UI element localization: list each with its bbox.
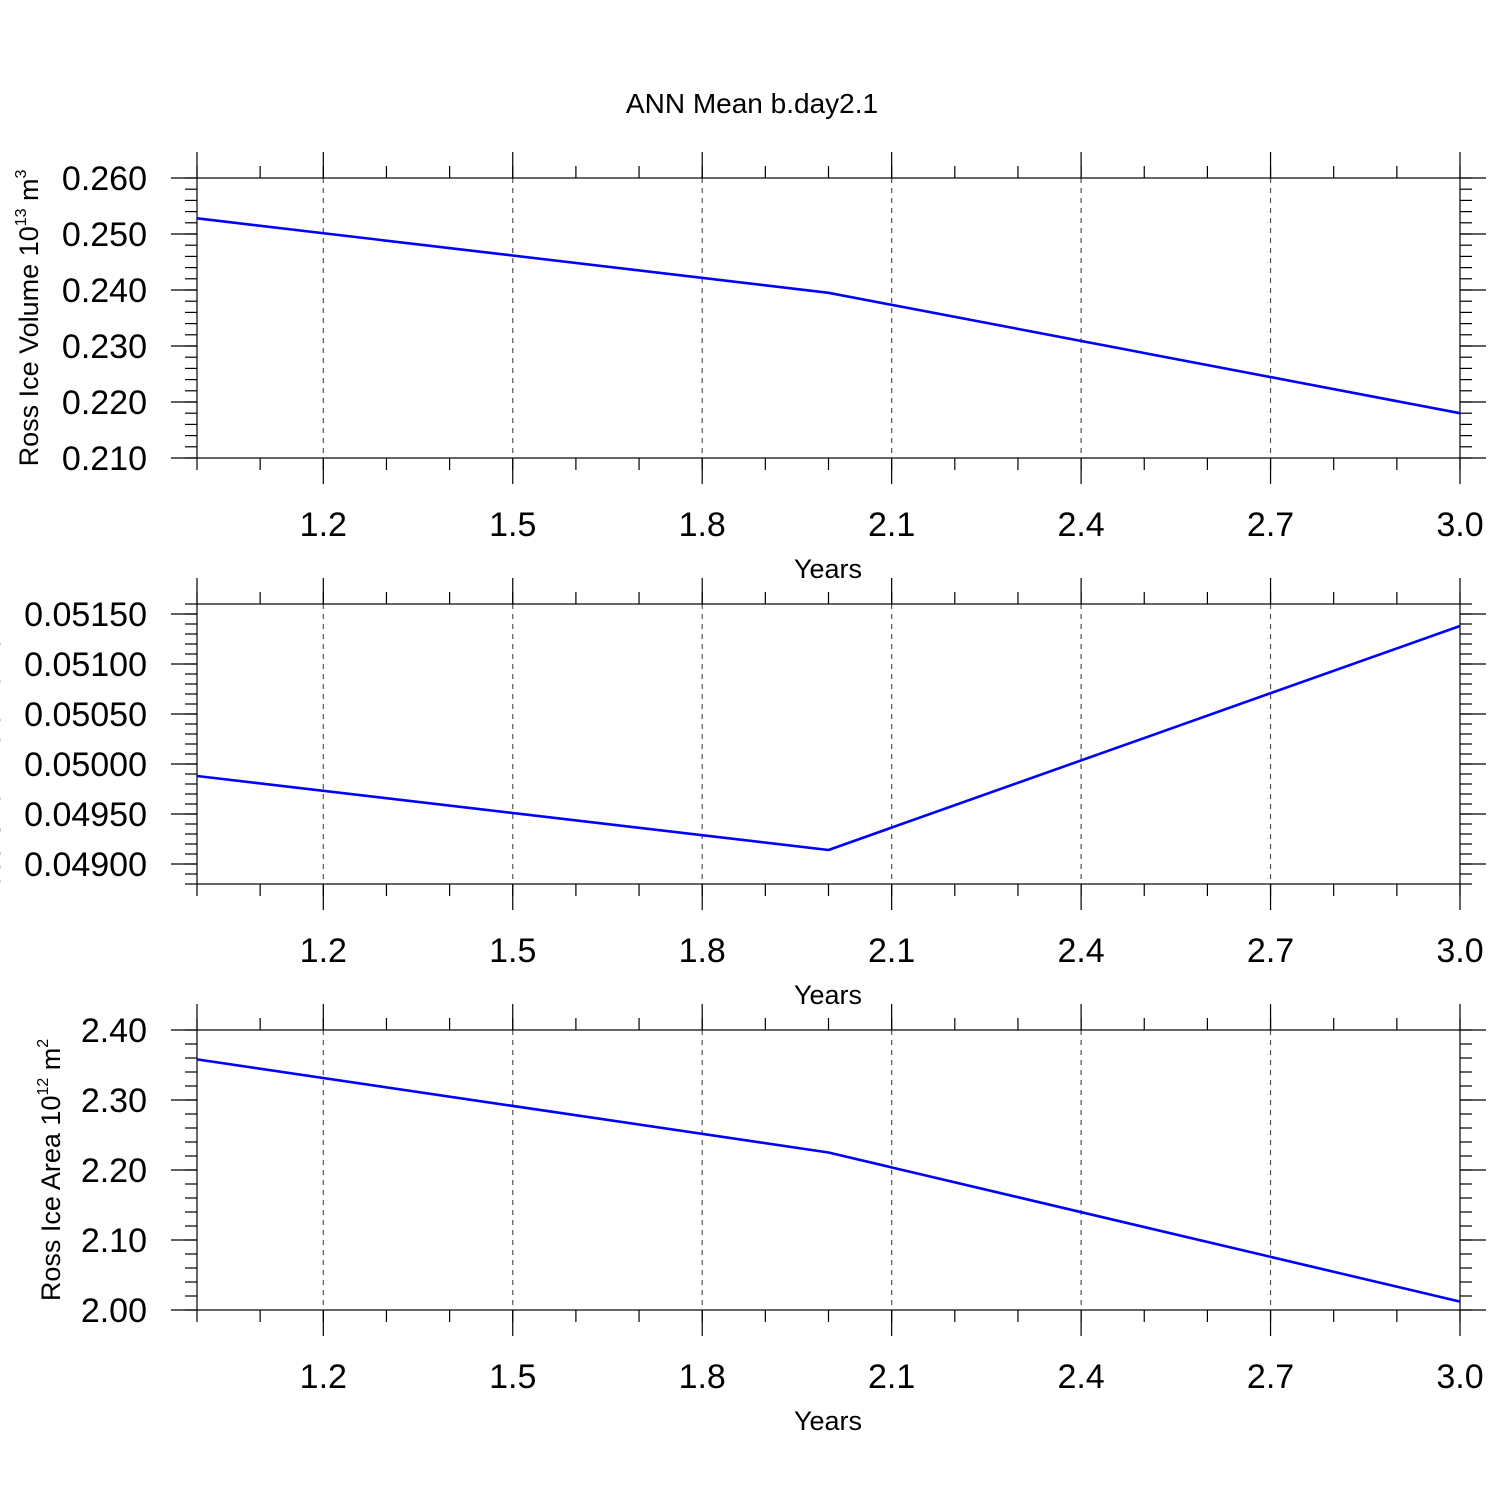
y-tick-label: 2.10 [81, 1222, 147, 1260]
x-axis-label: Years [794, 554, 862, 584]
y-tick-label: 0.230 [62, 328, 147, 366]
x-tick-label: 1.2 [300, 1358, 347, 1396]
figure-title: ANN Mean b.day2.1 [626, 88, 878, 119]
y-tick-label: 2.20 [81, 1152, 147, 1190]
y-tick-label: 0.260 [62, 160, 147, 198]
x-tick-label: 1.8 [679, 1358, 726, 1396]
x-tick-label: 3.0 [1436, 506, 1483, 544]
x-tick-label: 1.2 [300, 506, 347, 544]
x-tick-label: 2.7 [1247, 1358, 1294, 1396]
panels: 1.2 1.5 1.8 2.1 2.4 2.7 3.0 Years 0.210 0.220 0.23… [0, 152, 1486, 1436]
x-tick-label: 3.0 [1436, 932, 1483, 970]
y-axis-label: Ross Ice Volume 1013 m3 [13, 169, 44, 466]
x-tick-label: 2.1 [868, 932, 915, 970]
x-tick-label: 2.1 [868, 1358, 915, 1396]
x-tick-label: 1.5 [489, 506, 536, 544]
x-tick-label: 1.2 [300, 932, 347, 970]
y-axis-label: Ross Ice Area 1012 m2 [35, 1039, 66, 1301]
x-tick-label: 2.4 [1057, 506, 1104, 544]
y-tick-label: 0.05050 [24, 696, 147, 734]
y-tick-label: 0.05150 [24, 596, 147, 634]
x-tick-label: 1.5 [489, 1358, 536, 1396]
y-axis-label: Ross Snow Volume 1013 m3 [0, 580, 6, 908]
x-tick-label: 1.8 [679, 506, 726, 544]
x-axis-label: Years [794, 1406, 862, 1436]
y-tick-label: 0.04900 [24, 846, 147, 884]
chart-panel-3: 1.2 1.5 1.8 2.1 2.4 2.7 3.0 Years 2.00 2.10 2.20 2.… [35, 1004, 1486, 1436]
chart-panel-2: 1.2 1.5 1.8 2.1 2.4 2.7 3.0 Years 0.04900 0.04950… [0, 578, 1486, 1010]
series-line [196, 624, 1461, 852]
x-tick-label: 2.4 [1057, 1358, 1104, 1396]
y-tick-label: 2.00 [81, 1292, 147, 1330]
chart-panel-1: 1.2 1.5 1.8 2.1 2.4 2.7 3.0 Years 0.210 0.220 0.23… [13, 152, 1486, 584]
y-tick-label: 0.250 [62, 216, 147, 254]
y-tick-label: 0.05100 [24, 646, 147, 684]
series-line [196, 217, 1461, 415]
y-tick-label: 0.210 [62, 440, 147, 478]
x-axis-label: Years [794, 980, 862, 1010]
y-tick-label: 2.30 [81, 1082, 147, 1120]
x-tick-label: 2.7 [1247, 932, 1294, 970]
y-tick-label: 0.220 [62, 384, 147, 422]
y-tick-label: 0.05000 [24, 746, 147, 784]
x-tick-label: 2.7 [1247, 506, 1294, 544]
y-tick-label: 0.240 [62, 272, 147, 310]
x-tick-label: 2.4 [1057, 932, 1104, 970]
y-tick-label: 2.40 [81, 1012, 147, 1050]
x-tick-label: 1.8 [679, 932, 726, 970]
x-tick-label: 3.0 [1436, 1358, 1483, 1396]
series-line [196, 1058, 1461, 1303]
x-tick-label: 1.5 [489, 932, 536, 970]
x-tick-label: 2.1 [868, 506, 915, 544]
y-tick-label: 0.04950 [24, 796, 147, 834]
